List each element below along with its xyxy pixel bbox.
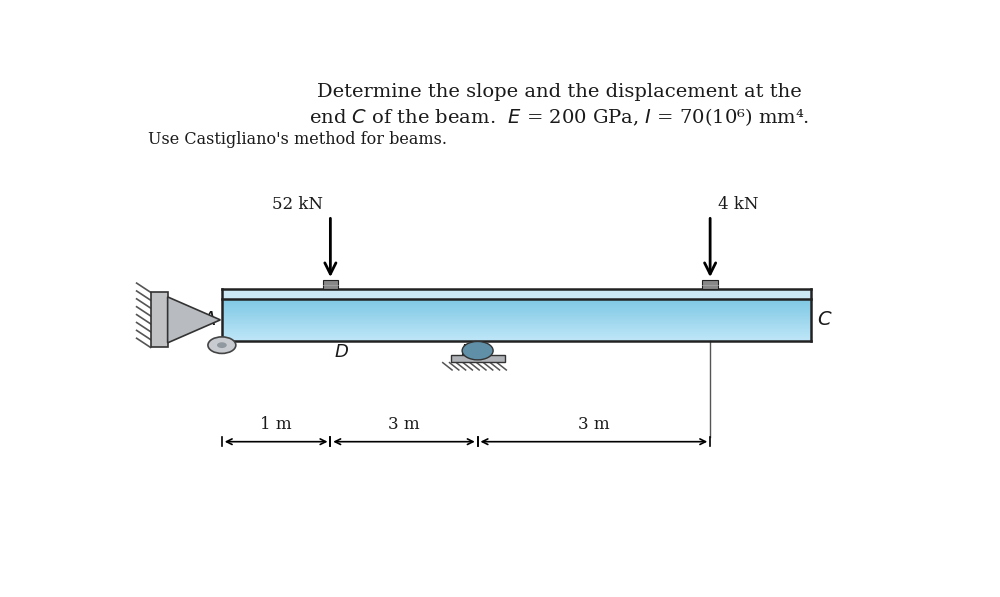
Bar	[222, 337, 811, 338]
Bar	[222, 328, 811, 329]
Bar	[222, 323, 811, 324]
Bar	[222, 338, 811, 340]
Bar	[222, 320, 811, 321]
Text: 1 m: 1 m	[260, 417, 292, 433]
Bar	[222, 330, 811, 331]
Text: 3 m: 3 m	[578, 417, 610, 433]
Polygon shape	[168, 297, 220, 343]
Bar	[222, 300, 811, 301]
Bar	[222, 331, 811, 333]
Bar	[222, 317, 811, 318]
Circle shape	[462, 341, 493, 360]
Bar	[222, 307, 811, 309]
Text: $A$: $A$	[201, 311, 216, 329]
Bar	[151, 293, 168, 347]
Bar	[222, 316, 811, 317]
Bar	[323, 280, 338, 289]
Text: Use Castigliano's method for beams.: Use Castigliano's method for beams.	[148, 131, 447, 149]
Bar	[222, 334, 811, 336]
Bar	[222, 313, 811, 315]
Bar	[222, 304, 811, 306]
Bar	[222, 312, 811, 313]
Circle shape	[217, 342, 227, 348]
Text: $B$: $B$	[460, 343, 474, 361]
Bar	[222, 302, 811, 303]
Bar	[702, 280, 718, 289]
Bar	[222, 289, 811, 299]
Bar	[222, 306, 811, 307]
Text: $C$: $C$	[817, 311, 833, 329]
Bar	[222, 336, 811, 337]
Text: Determine the slope and the displacement at the: Determine the slope and the displacement…	[317, 83, 801, 101]
Bar	[222, 309, 811, 310]
Bar	[222, 322, 811, 323]
Bar	[222, 324, 811, 325]
Bar	[222, 303, 811, 304]
Text: 52 kN: 52 kN	[272, 196, 323, 213]
Bar	[222, 327, 811, 328]
Bar	[222, 318, 811, 319]
Circle shape	[208, 337, 236, 353]
Text: end $C$ of the beam.  $E$ = 200 GPa, $I$ = 70(10⁶) mm⁴.: end $C$ of the beam. $E$ = 200 GPa, $I$ …	[309, 106, 809, 128]
Bar	[222, 321, 811, 322]
Bar	[222, 326, 811, 327]
Text: $D$: $D$	[334, 343, 349, 361]
Text: 3 m: 3 m	[388, 417, 420, 433]
Bar	[451, 355, 505, 362]
Bar	[222, 333, 811, 334]
Bar	[222, 319, 811, 320]
Bar	[222, 310, 811, 312]
Bar	[222, 301, 811, 302]
Bar	[222, 299, 811, 300]
Bar	[222, 315, 811, 316]
Bar	[222, 329, 811, 330]
Text: 4 kN: 4 kN	[718, 196, 758, 213]
Bar	[222, 325, 811, 326]
